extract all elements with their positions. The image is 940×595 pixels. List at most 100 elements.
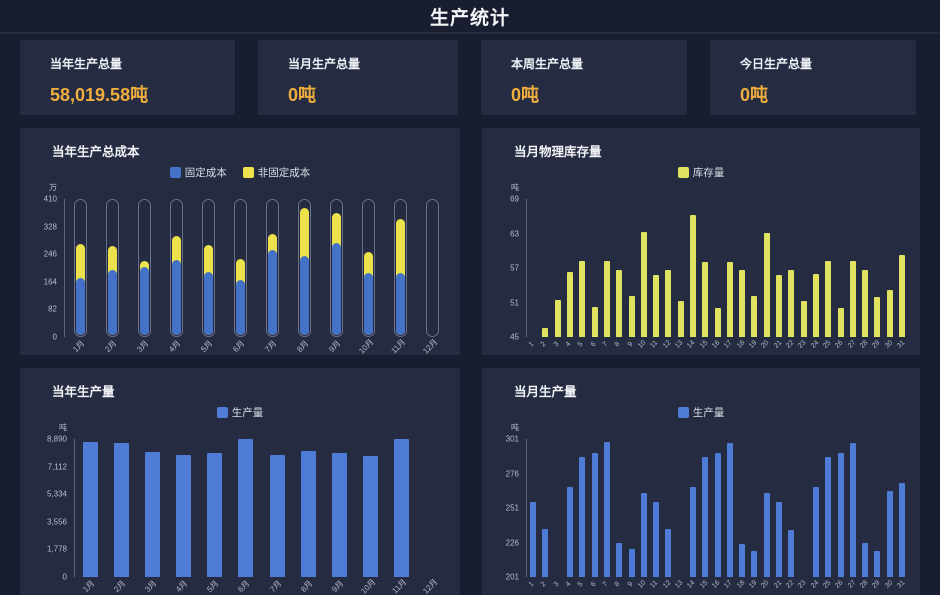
chart-body: 吨 0 1,778 3,556 5,334 7,112 8,890 1月 2月 3月 4月 5月 6月… (28, 423, 448, 595)
chart-column (650, 199, 662, 337)
bar (331, 452, 347, 577)
x-tick-label: 27 (846, 579, 858, 590)
bar (579, 456, 586, 577)
x-tick-label: 7月 (267, 578, 283, 595)
y-axis: 吨 0 1,778 3,556 5,334 7,112 8,890 (28, 423, 74, 582)
chart-column (625, 199, 637, 337)
plot-area (526, 199, 908, 337)
bar (886, 491, 893, 577)
bar (800, 300, 807, 337)
bar (788, 269, 795, 337)
chart-column (662, 439, 674, 577)
chart-column (896, 439, 908, 577)
bar (542, 528, 549, 577)
x-tick-label: 5月 (205, 578, 221, 595)
x-tick-label: 3 (552, 340, 561, 349)
x-tick-label: 31 (895, 339, 907, 350)
chart-title: 当年生产总成本 (52, 145, 140, 159)
legend-item-nonfixed-cost[interactable]: 非固定成本 (242, 165, 310, 180)
chart-column (539, 439, 551, 577)
x-tick-label: 18 (735, 579, 747, 590)
bar (628, 549, 635, 577)
chart-column (601, 199, 613, 337)
chart-column (386, 439, 417, 577)
x-tick-label: 12 (661, 579, 673, 590)
capsule-outline (425, 199, 439, 337)
x-axis-labels: 1月 2月 3月 4月 5月 6月 7月 8月 9月 10月 11月 12月 (74, 577, 448, 595)
capsule-outline (361, 199, 375, 337)
bar (616, 269, 623, 337)
bar (751, 296, 758, 337)
chart-column (638, 439, 650, 577)
chart-column (199, 439, 230, 577)
capsule-outline (170, 199, 184, 337)
bar (874, 296, 881, 337)
x-tick-label: 13 (674, 579, 685, 590)
kpi-row: 当年生产总量 58,019.58吨 当月生产总量 0吨 本周生产总量 0吨 今日… (20, 40, 920, 115)
chart-column (675, 199, 687, 337)
chart-column (106, 439, 137, 577)
legend-swatch-icon (216, 407, 228, 418)
chart-column (810, 199, 822, 337)
chart-column (168, 439, 199, 577)
bar (207, 453, 223, 577)
chart-column (320, 199, 352, 337)
legend-label: 库存量 (692, 167, 725, 179)
legend-item-production[interactable]: 生产量 (216, 405, 263, 420)
x-tick-label: 8 (614, 340, 622, 349)
bar (362, 456, 378, 577)
chart-title: 当月生产量 (514, 385, 577, 399)
x-tick-label: 12月 (421, 337, 440, 355)
x-tick-label: 2 (540, 340, 548, 349)
chart-panel-month-production: 当月生产量 生产量 吨 201 226 251 276 301 1 2 3 4 5 6 7 8 9 10 11… (482, 368, 920, 595)
kpi-value: 0吨 (511, 85, 540, 105)
bar-fixed-cost (363, 273, 373, 335)
chart-column (798, 439, 810, 577)
y-tick-label: 328 (43, 222, 57, 232)
y-tick-label: 0 (52, 332, 57, 342)
legend-item-production[interactable]: 生产量 (677, 405, 724, 420)
y-tick-label: 7,112 (47, 462, 67, 472)
bar (702, 261, 709, 337)
legend-item-inventory[interactable]: 库存量 (677, 165, 725, 180)
x-tick-label: 9月 (327, 338, 343, 355)
bar (874, 550, 881, 577)
chart-column (773, 439, 785, 577)
chart-column (847, 199, 859, 337)
chart-column (261, 439, 292, 577)
x-tick-label: 26 (834, 339, 845, 350)
x-tick-label: 19 (748, 579, 759, 590)
bar (739, 543, 746, 577)
y-tick-label: 246 (43, 249, 57, 259)
x-tick-label: 17 (723, 579, 734, 590)
chart-column (625, 439, 637, 577)
bar (862, 542, 869, 577)
x-tick-label: 7 (601, 580, 610, 589)
bar (567, 272, 574, 337)
chart-column (324, 439, 355, 577)
chart-column (193, 199, 225, 337)
chart-column (416, 199, 448, 337)
chart-column (539, 199, 551, 337)
x-tick-label: 3月 (143, 578, 159, 595)
bar (763, 492, 770, 577)
kpi-label: 本周生产总量 (511, 57, 584, 71)
kpi-value: 0吨 (288, 85, 317, 105)
bar (899, 483, 906, 577)
chart-column (588, 439, 600, 577)
chart-column (724, 439, 736, 577)
bar (812, 487, 819, 577)
kpi-card-month-total: 当月生产总量 0吨 (258, 40, 458, 115)
bar (776, 274, 783, 337)
chart-column (822, 199, 834, 337)
x-tick-label: 2月 (111, 578, 128, 595)
x-tick-label: 1月 (71, 338, 87, 355)
bar (554, 300, 561, 337)
legend-item-fixed-cost[interactable]: 固定成本 (169, 165, 227, 180)
page-title: 生产统计 (429, 7, 510, 29)
chart-column (736, 439, 748, 577)
x-tick-label: 17 (723, 339, 734, 350)
x-tick-label: 10月 (357, 337, 376, 355)
bar (837, 307, 844, 337)
x-tick-label: 29 (871, 339, 882, 350)
